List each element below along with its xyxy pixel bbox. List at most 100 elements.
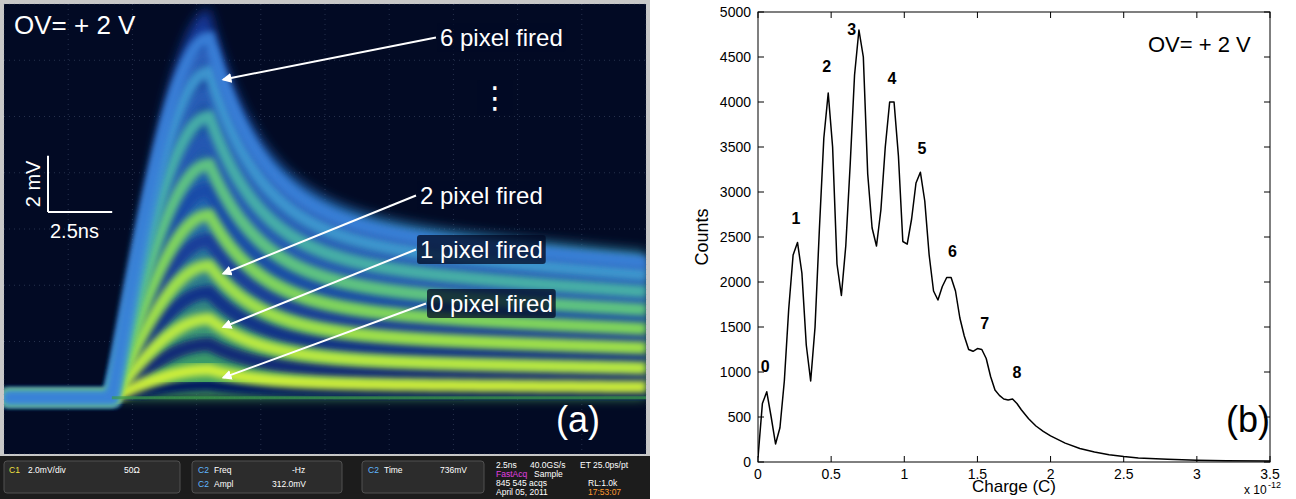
y-tick <box>1264 57 1270 58</box>
status-box <box>192 461 342 493</box>
x-tick <box>831 456 832 462</box>
grid-line <box>4 172 646 173</box>
y-tick <box>1264 372 1270 373</box>
y-tick <box>1264 12 1270 13</box>
x-tick <box>904 12 905 18</box>
x-tick <box>977 12 978 18</box>
scale-label: 2 mV <box>22 160 44 207</box>
annotation: 1 pixel fired <box>420 236 543 263</box>
gap-band <box>4 94 646 398</box>
annotation: 2 pixel fired <box>420 182 543 209</box>
status-box <box>4 461 180 493</box>
line-series <box>758 30 1270 461</box>
y-tick <box>758 192 764 193</box>
pulse-level <box>4 215 646 398</box>
x-tick <box>1196 456 1197 462</box>
annotation-arrow <box>223 38 436 80</box>
label-patch <box>437 23 566 52</box>
panel-label: (b) <box>1226 399 1270 440</box>
y-tick-label: 1500 <box>720 319 751 335</box>
persistence-cloud <box>4 9 646 398</box>
peak-label: 6 <box>948 243 957 260</box>
label-patch <box>417 235 546 264</box>
pulse-level <box>4 38 646 398</box>
scale-bar-y <box>47 156 49 212</box>
figure: OV= + 2 V 2 mV 2.5ns 6 pixel fired ⋮ 2 pixel … <box>0 0 1296 499</box>
x-tick <box>1196 12 1197 18</box>
y-tick <box>758 462 764 463</box>
status-text: 50Ω <box>124 465 140 475</box>
gap-band <box>4 55 646 398</box>
status-text: ET 25.0ps/pt <box>580 460 629 470</box>
peak-label: 7 <box>980 315 989 332</box>
y-tick <box>1264 147 1270 148</box>
annotation: 0 pixel fired <box>430 290 553 317</box>
y-tick-label: 1000 <box>720 364 751 380</box>
scope-frame <box>0 0 650 499</box>
peak-label: 4 <box>887 70 896 87</box>
x-tick-label: 0 <box>754 466 762 482</box>
y-axis-title: Counts <box>692 208 712 265</box>
annotation: 6 pixel fired <box>440 24 563 51</box>
ticks <box>758 12 1270 462</box>
y-tick <box>758 12 764 13</box>
y-tick-label: 3500 <box>720 139 751 155</box>
grid-line <box>4 454 646 455</box>
y-tick <box>758 102 764 103</box>
x-tick-label: 3 <box>1193 466 1201 482</box>
x-tick <box>904 456 905 462</box>
y-tick-label: 3000 <box>720 184 751 200</box>
x-tick <box>1050 456 1051 462</box>
y-tick <box>758 282 764 283</box>
y-tick-label: 2000 <box>720 274 751 290</box>
status-text: 312.0mV <box>272 479 306 489</box>
status-text: -Hz <box>292 465 305 475</box>
peak-label: 3 <box>847 21 856 38</box>
y-tick <box>1264 327 1270 328</box>
y-tick-label: 0 <box>743 454 751 470</box>
x-multiplier: x 10 <box>1244 483 1267 497</box>
status-text: 2.0mV/div <box>28 465 67 475</box>
grid-line <box>4 4 646 5</box>
y-tick <box>1264 192 1270 193</box>
status-text: Freq <box>214 465 232 475</box>
peak-label: 5 <box>917 140 926 157</box>
title: OV= + 2 V <box>14 10 136 40</box>
annotation-arrow <box>223 250 416 328</box>
x-tick <box>1050 12 1051 18</box>
status-bar <box>0 456 650 499</box>
y-tick-label: 4500 <box>720 49 751 65</box>
scope-grid <box>4 4 646 454</box>
traces <box>4 9 646 398</box>
y-tick-label: 2500 <box>720 229 751 245</box>
panel-label: (a) <box>556 399 600 440</box>
baseline <box>4 394 112 402</box>
y-tick-label: 5000 <box>720 4 751 20</box>
x-tick <box>1270 12 1271 18</box>
y-tick <box>1264 282 1270 283</box>
status-text: 17:53:07 <box>588 487 621 497</box>
scale-label: 2.5ns <box>50 220 99 242</box>
x-tick <box>977 456 978 462</box>
x-tick <box>758 12 759 18</box>
y-tick-label: 500 <box>728 409 752 425</box>
peak-label: 2 <box>822 58 831 75</box>
status-box <box>362 461 484 493</box>
x-tick-label: 2.5 <box>1114 466 1134 482</box>
title: OV= + 2 V <box>1148 32 1251 57</box>
annotation: ⋮ <box>480 81 510 114</box>
spectrum-line <box>758 30 1270 461</box>
x-tick <box>1123 12 1124 18</box>
status-text: Time <box>384 465 403 475</box>
y-tick <box>758 327 764 328</box>
label-patch <box>427 289 556 318</box>
status-text: 736mV <box>440 465 467 475</box>
status-text: April 05, 2011 <box>496 487 548 497</box>
x-tick-label: 0.5 <box>821 466 841 482</box>
x-axis-title: Charge (C) <box>972 477 1056 496</box>
y-tick <box>758 237 764 238</box>
label-patch <box>477 80 513 115</box>
plot-frame <box>758 12 1270 462</box>
grid-line <box>4 397 646 398</box>
status-text: C2 <box>368 465 379 475</box>
